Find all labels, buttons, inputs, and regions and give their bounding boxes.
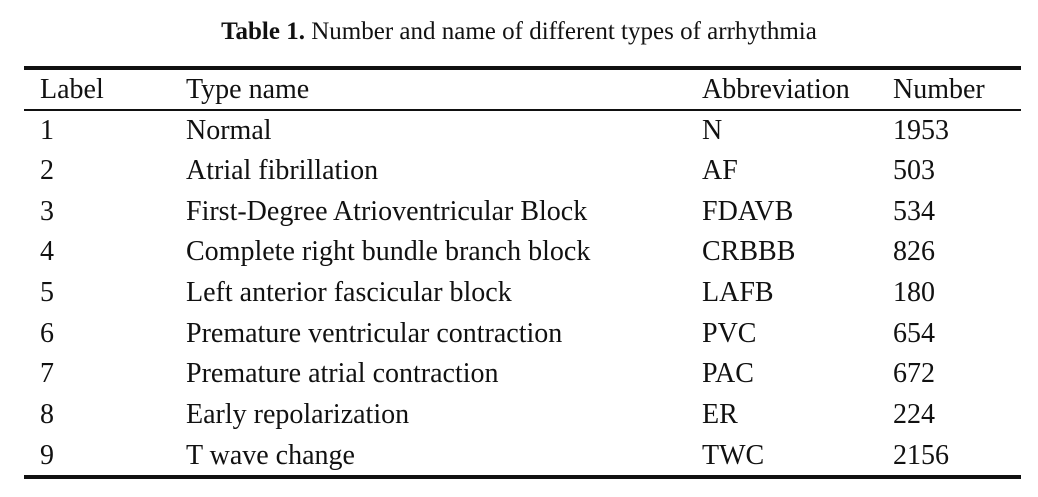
table-row: 9 T wave change TWC 2156 bbox=[0, 435, 1038, 476]
table-caption-text: Number and name of different types of ar… bbox=[311, 18, 817, 45]
header-type-name: Type name bbox=[186, 74, 310, 105]
row-type-name: Normal bbox=[186, 115, 272, 146]
row-number: 654 bbox=[893, 318, 935, 349]
header-abbreviation: Abbreviation bbox=[702, 74, 850, 105]
row-label: 2 bbox=[40, 155, 54, 186]
row-number: 672 bbox=[893, 358, 935, 389]
row-number: 1953 bbox=[893, 115, 949, 146]
table-top-rule bbox=[24, 66, 1021, 70]
row-label: 9 bbox=[40, 440, 54, 471]
table-row: 1 Normal N 1953 bbox=[0, 110, 1038, 151]
row-abbreviation: TWC bbox=[702, 440, 765, 471]
table-row: 2 Atrial fibrillation AF 503 bbox=[0, 150, 1038, 191]
row-type-name: Premature ventricular contraction bbox=[186, 318, 563, 349]
row-abbreviation: N bbox=[702, 115, 723, 146]
header-number: Number bbox=[893, 74, 985, 105]
table-row: 7 Premature atrial contraction PAC 672 bbox=[0, 353, 1038, 394]
table-row: 3 First-Degree Atrioventricular Block FD… bbox=[0, 191, 1038, 232]
row-abbreviation: PVC bbox=[702, 318, 757, 349]
row-label: 3 bbox=[40, 196, 54, 227]
table-header-row: Label Type name Abbreviation Number bbox=[0, 70, 1038, 110]
row-number: 534 bbox=[893, 196, 935, 227]
row-number: 180 bbox=[893, 277, 935, 308]
row-type-name: Premature atrial contraction bbox=[186, 358, 499, 389]
table-row: 4 Complete right bundle branch block CRB… bbox=[0, 231, 1038, 272]
row-type-name: Atrial fibrillation bbox=[186, 155, 379, 186]
row-abbreviation: PAC bbox=[702, 358, 754, 389]
row-type-name: Left anterior fascicular block bbox=[186, 277, 512, 308]
row-label: 4 bbox=[40, 236, 54, 267]
row-label: 6 bbox=[40, 318, 54, 349]
table-row: 5 Left anterior fascicular block LAFB 18… bbox=[0, 272, 1038, 313]
row-number: 2156 bbox=[893, 440, 949, 471]
row-label: 7 bbox=[40, 358, 54, 389]
row-abbreviation: ER bbox=[702, 399, 738, 430]
row-type-name: Early repolarization bbox=[186, 399, 410, 430]
table-row: 8 Early repolarization ER 224 bbox=[0, 394, 1038, 435]
row-number: 503 bbox=[893, 155, 935, 186]
header-label: Label bbox=[40, 74, 104, 105]
table-bottom-rule bbox=[24, 475, 1021, 479]
row-abbreviation: CRBBB bbox=[702, 236, 796, 267]
table-row: 6 Premature ventricular contraction PVC … bbox=[0, 313, 1038, 354]
row-type-name: Complete right bundle branch block bbox=[186, 236, 591, 267]
row-abbreviation: AF bbox=[702, 155, 738, 186]
row-number: 224 bbox=[893, 399, 935, 430]
table-caption: Table 1. Number and name of different ty… bbox=[0, 16, 1038, 48]
row-number: 826 bbox=[893, 236, 935, 267]
row-abbreviation: LAFB bbox=[702, 277, 774, 308]
row-label: 8 bbox=[40, 399, 54, 430]
row-type-name: First-Degree Atrioventricular Block bbox=[186, 196, 588, 227]
table-header-rule bbox=[24, 109, 1021, 111]
row-type-name: T wave change bbox=[186, 440, 355, 471]
row-label: 5 bbox=[40, 277, 54, 308]
row-abbreviation: FDAVB bbox=[702, 196, 794, 227]
row-label: 1 bbox=[40, 115, 54, 146]
table-caption-label: Table 1. bbox=[221, 18, 305, 45]
